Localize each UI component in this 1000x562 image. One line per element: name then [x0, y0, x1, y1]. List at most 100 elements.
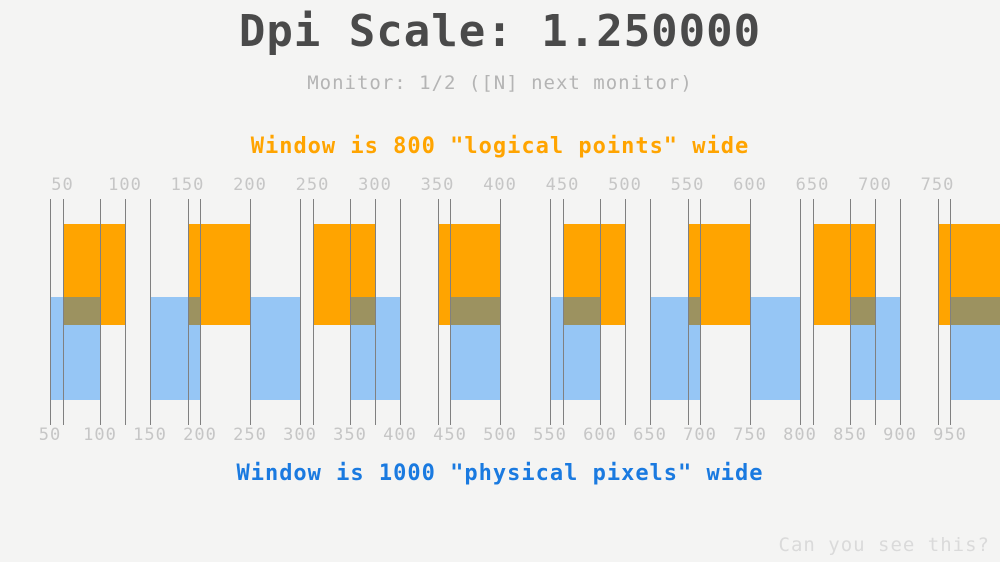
physical-tick-line [550, 199, 551, 425]
logical-tick-label: 300 [358, 175, 392, 195]
physical-pixels-bar [50, 297, 100, 400]
logical-tick-label: 550 [670, 175, 705, 195]
physical-tick-label: 950 [933, 425, 967, 445]
physical-tick-label: 700 [683, 425, 717, 445]
physical-tick-label: 900 [883, 425, 917, 445]
physical-tick-label: 500 [483, 425, 517, 445]
physical-pixels-bar [350, 297, 400, 400]
physical-tick-line [800, 199, 801, 425]
logical-points-bar [687, 224, 750, 325]
logical-tick-line [562, 199, 564, 425]
logical-tick-label: 200 [233, 175, 267, 195]
logical-tick-label: 500 [608, 175, 642, 195]
logical-tick-line [812, 199, 814, 425]
logical-tick-label: 600 [733, 175, 767, 195]
logical-tick-line [375, 199, 376, 425]
logical-tick-line [125, 199, 126, 425]
physical-pixels-bar [650, 297, 700, 400]
physical-tick-line [50, 199, 51, 425]
logical-tick-label: 100 [108, 175, 142, 195]
logical-tick-line [437, 199, 439, 425]
logical-tick-line [625, 199, 626, 425]
logical-tick-line [687, 199, 689, 425]
logical-tick-label: 350 [420, 175, 455, 195]
physical-tick-line [650, 199, 651, 425]
physical-tick-label: 200 [183, 425, 217, 445]
bar-overlap-region [687, 297, 700, 325]
physical-pixels-bar [150, 297, 200, 400]
physical-tick-line [250, 199, 251, 425]
physical-tick-line [500, 199, 501, 425]
physical-tick-line [950, 199, 951, 425]
logical-points-bar [62, 224, 125, 325]
logical-points-caption: Window is 800 "logical points" wide [250, 134, 750, 159]
logical-tick-line [250, 199, 251, 425]
physical-tick-line [900, 199, 901, 425]
logical-tick-label: 650 [795, 175, 830, 195]
physical-tick-label: 850 [833, 425, 867, 445]
logical-points-bar [437, 224, 500, 325]
physical-tick-line [600, 199, 601, 425]
physical-pixels-bar [850, 297, 900, 400]
physical-tick-label: 650 [633, 425, 667, 445]
logical-points-bar [937, 224, 1000, 325]
physical-tick-label: 300 [283, 425, 317, 445]
physical-tick-line [350, 199, 351, 425]
logical-tick-line [500, 199, 501, 425]
readability-footnote: Can you see this? [778, 534, 990, 556]
bar-overlap-region [562, 297, 600, 325]
physical-tick-label: 550 [533, 425, 567, 445]
physical-tick-label: 150 [133, 425, 167, 445]
physical-tick-line [300, 199, 301, 425]
physical-pixels-bar [250, 297, 300, 400]
physical-tick-line [100, 199, 101, 425]
bar-overlap-region [350, 297, 375, 325]
logical-tick-line [187, 199, 189, 425]
physical-pixels-bar [950, 297, 1000, 400]
logical-tick-label: 50 [51, 175, 74, 195]
physical-tick-label: 400 [383, 425, 417, 445]
physical-pixels-bar [450, 297, 500, 400]
physical-pixels-bar [750, 297, 800, 400]
logical-points-bar [187, 224, 250, 325]
physical-pixels-caption: Window is 1000 "physical pixels" wide [236, 461, 764, 486]
physical-tick-line [850, 199, 851, 425]
physical-tick-line [400, 199, 401, 425]
logical-tick-line [937, 199, 939, 425]
bar-overlap-region [62, 297, 100, 325]
logical-tick-label: 400 [483, 175, 517, 195]
bar-overlap-region [450, 297, 500, 325]
physical-tick-line [450, 199, 451, 425]
logical-tick-label: 750 [920, 175, 955, 195]
physical-tick-line [150, 199, 151, 425]
logical-tick-line [875, 199, 876, 425]
physical-tick-label: 800 [783, 425, 817, 445]
physical-tick-label: 100 [83, 425, 117, 445]
logical-points-bar [312, 224, 375, 325]
logical-tick-label: 250 [295, 175, 330, 195]
logical-points-bar [812, 224, 875, 325]
bar-overlap-region [950, 297, 1000, 325]
bar-overlap-region [850, 297, 875, 325]
logical-tick-label: 700 [858, 175, 892, 195]
logical-tick-label: 150 [170, 175, 205, 195]
physical-pixels-bar [550, 297, 600, 400]
physical-tick-label: 350 [333, 425, 367, 445]
page-title: Dpi Scale: 1.250000 [238, 6, 762, 57]
physical-tick-label: 600 [583, 425, 617, 445]
monitor-status-label: Monitor: 1/2 ([N] next monitor) [307, 72, 693, 94]
logical-tick-label: 450 [545, 175, 580, 195]
physical-tick-line [750, 199, 751, 425]
physical-tick-line [200, 199, 201, 425]
physical-tick-label: 250 [233, 425, 267, 445]
physical-tick-label: 750 [733, 425, 767, 445]
physical-tick-label: 450 [433, 425, 467, 445]
bar-overlap-region [187, 297, 200, 325]
logical-tick-line [312, 199, 314, 425]
logical-tick-line [750, 199, 751, 425]
logical-points-bar [562, 224, 625, 325]
logical-tick-line [62, 199, 64, 425]
physical-tick-label: 50 [38, 425, 62, 445]
physical-tick-line [700, 199, 701, 425]
